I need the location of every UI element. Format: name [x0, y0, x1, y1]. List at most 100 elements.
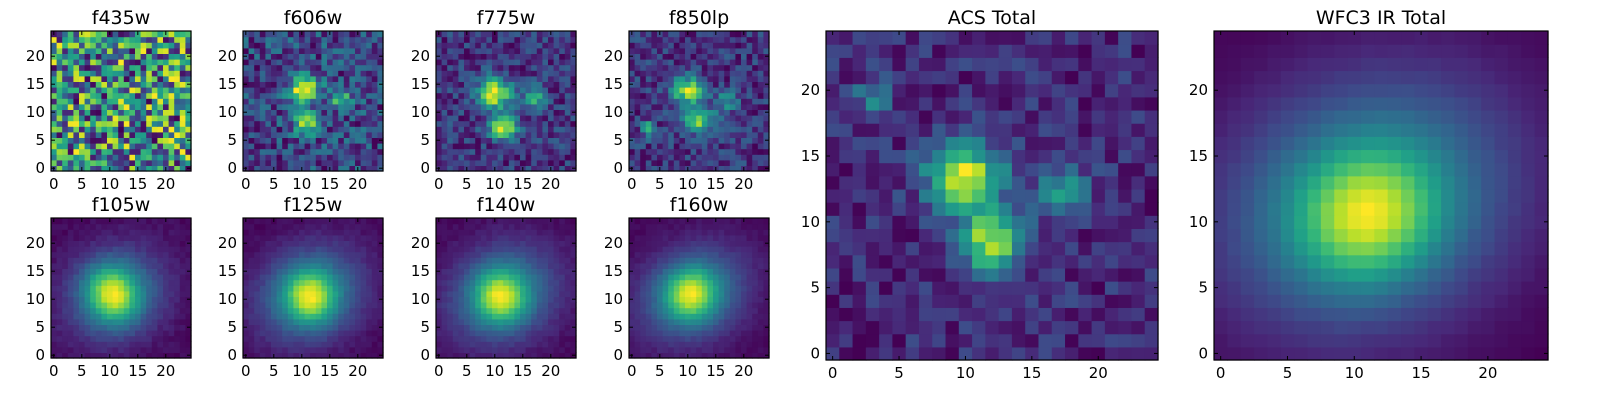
heatmap-cell — [151, 318, 158, 325]
heatmap-cell — [179, 307, 186, 314]
heatmap-cell — [276, 234, 283, 241]
heatmap-cell — [243, 98, 250, 105]
heatmap-cell — [135, 59, 142, 66]
heatmap-cell — [757, 154, 764, 161]
heatmap-cell — [668, 318, 675, 325]
x-tick-label: 0 — [434, 362, 444, 380]
heatmap-cell — [276, 59, 283, 66]
heatmap-cell — [741, 98, 748, 105]
heatmap-cell — [129, 36, 136, 43]
heatmap-cells — [436, 218, 577, 359]
heatmap-cell — [293, 109, 300, 116]
heatmap-cell — [338, 154, 345, 161]
heatmap-cell — [282, 274, 289, 281]
heatmap-cell — [174, 330, 181, 337]
heatmap-cell — [503, 53, 510, 60]
heatmap-cell — [729, 115, 736, 122]
heatmap-cell — [469, 36, 476, 43]
heatmap-cell — [366, 274, 373, 281]
heatmap-cell — [51, 126, 58, 133]
heatmap-cell — [497, 352, 504, 359]
heatmap-cell — [73, 296, 80, 303]
heatmap-cell — [559, 115, 566, 122]
heatmap-cell — [265, 154, 272, 161]
heatmap-cell — [95, 59, 102, 66]
heatmap-cell — [713, 98, 720, 105]
heatmap-cell — [287, 218, 294, 225]
heatmap-cell — [497, 279, 504, 286]
heatmap-cell — [707, 307, 714, 314]
heatmap-cell — [293, 335, 300, 342]
heatmap-cell — [441, 131, 448, 138]
heatmap-cell — [299, 313, 306, 320]
heatmap-cell — [343, 148, 350, 155]
heatmap-cell — [741, 279, 748, 286]
heatmap-cell — [497, 148, 504, 155]
heatmap-cell — [360, 229, 367, 236]
heatmap-cell — [287, 148, 294, 155]
heatmap-cell — [480, 75, 487, 82]
heatmap-cell — [282, 229, 289, 236]
heatmap-cell — [101, 318, 108, 325]
heatmap-cell — [458, 257, 465, 264]
heatmap-cell — [757, 318, 764, 325]
heatmap-cell — [343, 159, 350, 166]
heatmap-cell — [293, 324, 300, 331]
heatmap-cell — [151, 120, 158, 127]
heatmap-cell — [503, 223, 510, 230]
heatmap-cell — [95, 137, 102, 144]
heatmap-cell — [163, 330, 170, 337]
heatmap-cell — [377, 313, 384, 320]
heatmap-cell — [366, 285, 373, 292]
heatmap-cell — [503, 47, 510, 54]
heatmap-cell — [735, 324, 742, 331]
heatmap-cell — [343, 318, 350, 325]
heatmap-cell — [366, 313, 373, 320]
heatmap-cell — [746, 87, 753, 94]
heatmap-cell — [271, 131, 278, 138]
heatmap-cell — [701, 87, 708, 94]
heatmap-cell — [366, 257, 373, 264]
heatmap-cell — [464, 154, 471, 161]
heatmap-cell — [436, 279, 443, 286]
heatmap-cell — [640, 75, 647, 82]
heatmap-cell — [151, 324, 158, 331]
heatmap-cell — [685, 296, 692, 303]
heatmap-cell — [259, 318, 266, 325]
heatmap-cell — [304, 229, 311, 236]
heatmap-cell — [265, 318, 272, 325]
heatmap-cell — [310, 251, 317, 258]
heatmap-cell — [51, 335, 58, 342]
heatmap-cell — [640, 31, 647, 38]
heatmap-cell — [349, 251, 356, 258]
heatmap-cell — [321, 42, 328, 49]
heatmap-cell — [355, 262, 362, 269]
heatmap-cell — [447, 64, 454, 71]
heatmap-cell — [243, 335, 250, 342]
heatmap-cell — [73, 257, 80, 264]
heatmap-cell — [310, 75, 317, 82]
heatmap-cell — [508, 330, 515, 337]
heatmap-cell — [707, 36, 714, 43]
heatmap-cell — [140, 330, 147, 337]
heatmap-cell — [79, 279, 86, 286]
heatmap-cell — [95, 268, 102, 275]
heatmap-cell — [332, 268, 339, 275]
heatmap-cell — [90, 313, 97, 320]
heatmap-cell — [101, 341, 108, 348]
heatmap-cell — [90, 92, 97, 99]
heatmap-cell — [321, 290, 328, 297]
heatmap-cell — [741, 109, 748, 116]
heatmap-cell — [360, 103, 367, 110]
heatmap-cell — [371, 335, 378, 342]
heatmap-cell — [343, 346, 350, 353]
heatmap-cell — [668, 70, 675, 77]
heatmap-cell — [536, 229, 543, 236]
heatmap-cell — [634, 307, 641, 314]
heatmap-cell — [514, 81, 521, 88]
heatmap-cell — [293, 302, 300, 309]
heatmap-cell — [73, 262, 80, 269]
heatmap-cell — [371, 120, 378, 127]
heatmap-cell — [690, 324, 697, 331]
heatmap-cell — [724, 307, 731, 314]
